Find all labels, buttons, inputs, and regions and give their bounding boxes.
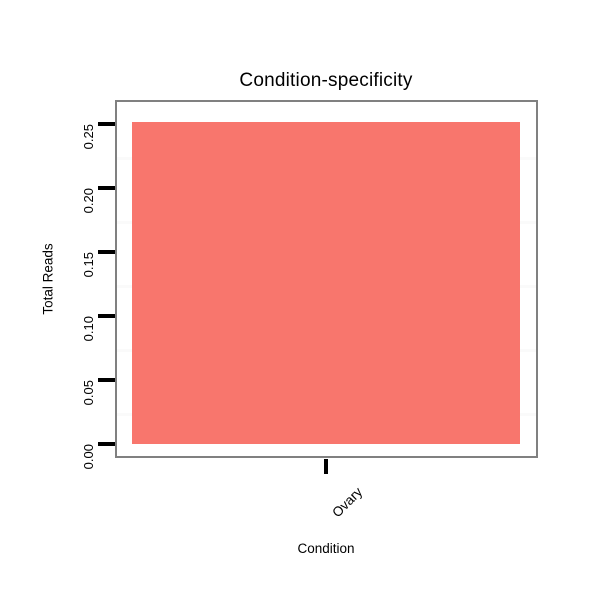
y-tick-label: 0.20: [80, 188, 96, 214]
chart-title: Condition-specificity: [239, 70, 413, 91]
y-tick-label: 0.15: [80, 252, 96, 278]
y-tick-mark: [98, 186, 115, 190]
bar-ovary: [132, 121, 520, 444]
x-axis-label: Condition: [297, 541, 355, 556]
y-tick-mark: [98, 378, 115, 382]
y-tick-label: 0.05: [80, 380, 96, 406]
y-tick-mark: [98, 314, 115, 318]
x-tick-mark: [324, 459, 328, 474]
plot-panel: [115, 100, 538, 458]
x-tick-label: Ovary: [329, 484, 366, 521]
y-tick-label: 0.00: [80, 444, 96, 470]
plot-area: [117, 102, 536, 456]
y-tick-label: 0.10: [80, 316, 96, 342]
y-tick-label: 0.25: [80, 124, 96, 150]
y-tick-mark: [98, 122, 115, 126]
y-tick-mark: [98, 250, 115, 254]
y-tick-mark: [98, 442, 115, 446]
y-axis-label: Total Reads: [40, 243, 56, 315]
